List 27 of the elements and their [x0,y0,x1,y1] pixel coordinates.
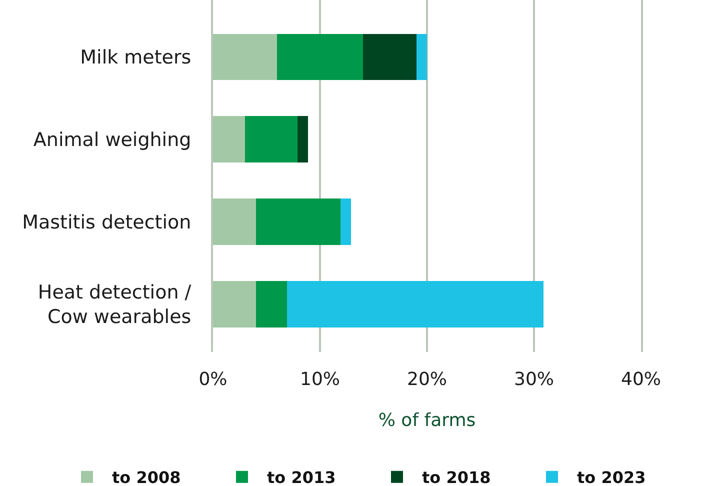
legend-label: to 2008 [112,468,181,486]
bar [277,34,363,80]
y-tick-label: Mastitis detection [22,211,192,234]
y-tick-label: Milk meters [80,46,192,69]
bar [298,116,308,162]
bar [256,281,287,328]
y-tick-label: Heat detection / Cow wearables [38,281,192,328]
bar [286,281,544,328]
legend-label: to 2013 [267,468,336,486]
x-tick-label: 40% [620,369,662,390]
x-tick-label: 10% [300,369,340,390]
bar [362,34,416,80]
y-tick-label: Animal weighing [33,128,192,151]
bar [245,116,298,162]
bar [416,34,427,80]
bar [213,116,246,162]
bar [256,198,340,245]
x-tick-label: 30% [514,369,554,390]
x-axis-title: % of farms [378,410,476,432]
legend-label: to 2023 [577,468,646,486]
legend-label: to 2018 [422,468,491,486]
bar [213,281,256,328]
bar [213,34,278,80]
x-tick-label: 20% [406,369,448,390]
x-tick-label: 0% [198,369,228,390]
bar [213,198,256,245]
bar [340,198,352,245]
